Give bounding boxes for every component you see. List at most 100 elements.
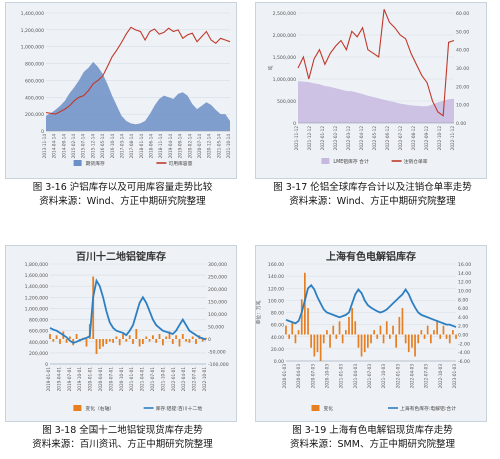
bar (95, 339, 98, 354)
y-tick-label: 1,800,000 (25, 262, 48, 268)
x-tick-label: 2021-05-14 (216, 134, 221, 159)
x-tick-label: 2019-04-01 (56, 367, 61, 392)
legend-label: 库存:铝锭:百川十二地 (156, 405, 203, 412)
bar (195, 339, 197, 344)
bar (49, 334, 51, 339)
x-tick-label: 2022-07-03 (424, 364, 429, 389)
y2-tick-label: 14.00 (458, 271, 471, 277)
x-tick-label: 2022-04-03 (410, 364, 415, 389)
bar (326, 330, 328, 335)
bar (345, 330, 347, 335)
bar (426, 325, 429, 335)
y2-tick-label: 8.00 (458, 297, 468, 303)
x-tick-label: 2022-06-12 (385, 126, 390, 151)
series-line-1 (285, 283, 457, 328)
x-tick-label: 2017-08-14 (129, 134, 134, 159)
y2-tick-label: 40.00 (456, 48, 469, 54)
bar (379, 325, 382, 335)
y2-tick-label: 250,000 (208, 275, 227, 281)
y-tick-label: 0 (45, 362, 48, 368)
bar (307, 308, 309, 335)
y-tick-label: 1,000,000 (25, 306, 48, 312)
bar (92, 276, 95, 339)
y-tick-label: 1,000,000 (273, 77, 296, 83)
bar (322, 334, 325, 344)
x-tick-label: 2023-01-03 (452, 364, 457, 389)
y2-tick-label: -100,000 (208, 362, 229, 368)
bar (181, 334, 184, 339)
y-tick-label: 0 (41, 129, 44, 135)
legend-label: 上海有色库存:电解铝:合计 (400, 405, 456, 412)
bar (65, 339, 68, 343)
legend-label: 变化 (324, 405, 334, 412)
bar (205, 337, 207, 340)
bar (115, 336, 118, 339)
y2-tick-label: 4.00 (458, 315, 468, 321)
x-tick-label: 2020-07-01 (108, 367, 113, 392)
bar (185, 339, 187, 342)
bar (338, 321, 341, 335)
y2-tick-label: -50,000 (208, 350, 226, 356)
bar (145, 336, 148, 339)
y2-tick-label: -2.00 (458, 341, 470, 347)
y-tick-label: 40.00 (271, 335, 284, 341)
bar (297, 330, 300, 335)
y2-tick-label: 60.00 (456, 11, 469, 17)
bar (310, 334, 312, 348)
bar (455, 334, 457, 339)
y2-tick-label: -6.00 (458, 359, 470, 365)
x-tick-label: 2021-04-01 (140, 367, 145, 392)
caption-2: 图 3-17 伦铝全球库存合计以及注销仓单率走势 资料来源：Wind、方正中期研… (250, 181, 495, 209)
series-area-0 (298, 81, 454, 123)
y-tick-label: 20.00 (271, 347, 284, 353)
bar (125, 339, 128, 342)
y2-tick-label: 300,000 (208, 262, 227, 268)
bar (178, 339, 181, 347)
bar (191, 336, 194, 339)
x-tick-label: 2021-01-03 (339, 364, 344, 389)
y2-tick-label: 6.00 (458, 306, 468, 312)
x-tick-label: 2020-01-03 (282, 364, 287, 389)
x-tick-label: 2022-02-12 (333, 126, 338, 151)
y-tick-label: 100.00 (268, 298, 284, 304)
x-tick-label: 2020-04-03 (296, 364, 301, 389)
bar (341, 334, 344, 344)
legend-label: 注销仓单率 (404, 158, 428, 165)
caption-2-source: 资料来源：Wind、方正中期研究院整理 (289, 196, 456, 207)
x-tick-label: 2016-10-14 (110, 134, 115, 159)
y-tick-label: 200,000 (25, 112, 44, 118)
y2-tick-label: 16.00 (458, 262, 471, 268)
y-tick-label: 60.00 (271, 323, 284, 329)
legend-label: 期货库存 (86, 160, 105, 167)
legend-label: 可用库容量 (168, 160, 192, 167)
bar (395, 334, 397, 348)
y2-tick-label: 0.00 (458, 333, 468, 339)
bar (168, 331, 171, 339)
y-tick-label: 0 (293, 121, 296, 127)
bar (354, 321, 357, 335)
x-tick-label: 2022-09-12 (424, 126, 429, 151)
bar (445, 334, 448, 339)
x-tick-label: 2013-11-14 (42, 134, 47, 159)
bar (411, 334, 413, 348)
bar (348, 316, 350, 335)
y2-tick-label: 12.00 (458, 280, 471, 286)
series-area-0 (46, 61, 230, 131)
bar (423, 334, 426, 339)
bar (285, 325, 287, 335)
bar (52, 339, 55, 342)
bar (363, 334, 366, 353)
bar (158, 334, 161, 339)
series-line-1 (49, 278, 207, 344)
chart-panel-4: 上海有色电解铝库存 0.00 20.00 40.00 60.00 80.00 100.00… (255, 245, 487, 422)
bar (436, 321, 438, 335)
y-tick-label: 1,200,000 (21, 28, 44, 34)
x-tick-label: 2019-09-14 (178, 134, 183, 159)
bar (370, 334, 372, 344)
x-tick-label: 2015-12-14 (90, 134, 95, 159)
bar (332, 325, 335, 335)
bar (162, 339, 164, 346)
y-tick-label: 140.00 (268, 274, 284, 280)
bar (376, 334, 379, 339)
caption-1-title: 图 3-16 沪铝库存以及可用库容量走势比较 (32, 182, 213, 193)
